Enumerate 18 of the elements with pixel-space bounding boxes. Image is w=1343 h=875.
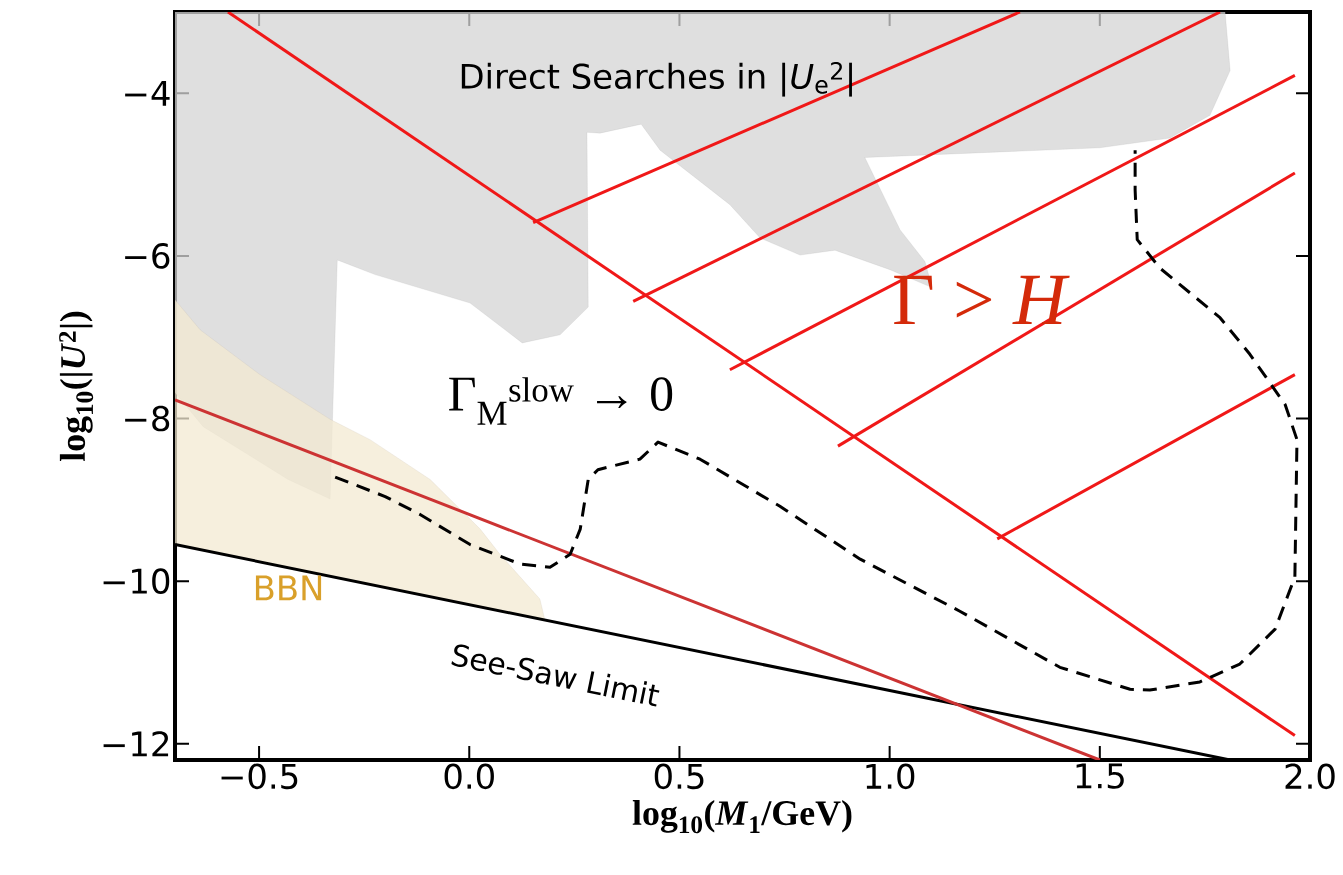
x-tick-label: 0.0 xyxy=(444,763,494,790)
y-tick-label: −6 xyxy=(125,243,170,269)
x-tick-label: 0.5 xyxy=(654,763,704,790)
x-tick-label: 2.0 xyxy=(1285,763,1335,790)
annotation: See-Saw Limit xyxy=(451,644,660,707)
annotation: BBN xyxy=(255,575,322,601)
x-axis-title: log$_{10}$(M$_{1}$/GeV) xyxy=(632,799,852,834)
annotation: Γ > H xyxy=(894,275,1070,325)
annotation: Γ$_{M}$$^{slow}$ → 0 xyxy=(449,377,673,425)
annotation: Direct Searches in |U$_{e}$$^{2}$| xyxy=(461,62,852,97)
x-tick-label: 1.0 xyxy=(866,763,915,790)
y-tick-label: −10 xyxy=(103,568,170,594)
y-tick-label: −8 xyxy=(125,405,170,432)
y-tick-label: −12 xyxy=(103,731,169,757)
x-tick-label: 1.5 xyxy=(1076,763,1124,789)
y-axis-title: log$_{10}$(|U$^{2}$|) xyxy=(59,311,94,462)
x-tick-label: −0.5 xyxy=(221,763,298,790)
y-tick-label: −4 xyxy=(125,80,170,106)
